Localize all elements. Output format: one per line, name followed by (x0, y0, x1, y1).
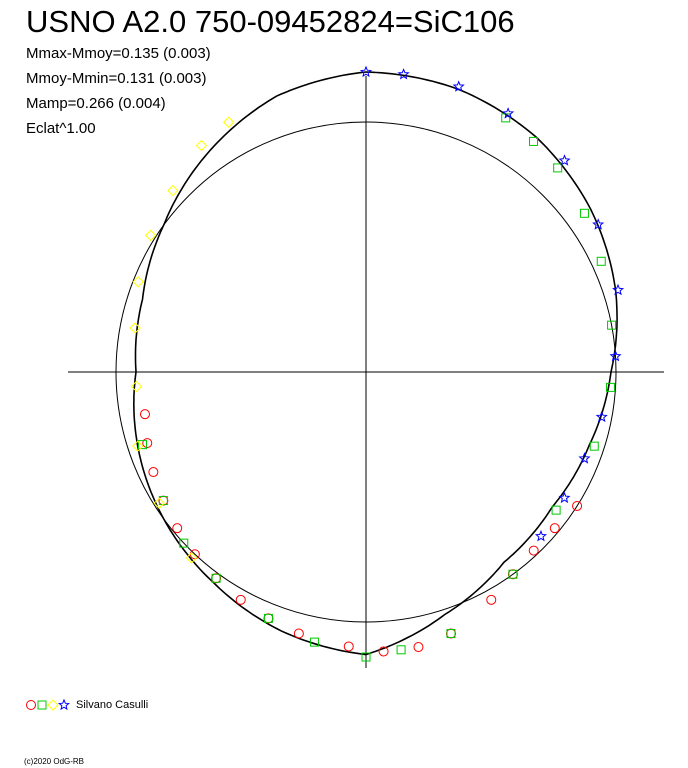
data-point-red-18 (139, 409, 150, 420)
data-point-yellow-0 (185, 552, 198, 564)
model-curve (132, 71, 618, 656)
data-point-green-8 (551, 505, 561, 515)
legend-marker-red (26, 700, 36, 710)
data-point-red-6 (413, 642, 424, 653)
data-point-yellow-1 (153, 497, 165, 509)
data-point-red-7 (378, 646, 389, 657)
legend-marker-green (37, 700, 47, 710)
data-point-green-14 (263, 613, 273, 623)
data-point-red-8 (343, 641, 354, 652)
data-point-yellow-7 (167, 184, 179, 197)
model-curve-layer (132, 71, 618, 656)
data-point-yellow-6 (144, 229, 157, 242)
data-point-red-1 (549, 523, 560, 534)
legend-markers (26, 698, 70, 711)
copyright-note: (c)2020 OdG-RB (24, 757, 85, 766)
data-point-green-2 (553, 163, 563, 173)
data-point-red-12 (211, 573, 222, 584)
data-point-blue-11 (534, 529, 547, 542)
reference-circle (115, 121, 617, 623)
series-green (138, 113, 617, 662)
data-point-green-1 (529, 136, 539, 146)
data-point-blue-7 (609, 349, 622, 362)
data-point-blue-10 (558, 491, 571, 504)
data-point-blue-1 (397, 68, 410, 80)
data-point-blue-6 (612, 283, 625, 296)
stat-eclat: Eclat^1.00 (26, 120, 96, 137)
data-marks-layer (129, 65, 625, 662)
data-point-red-14 (172, 523, 183, 534)
legend-marker-yellow (47, 699, 59, 711)
data-point-blue-9 (578, 452, 591, 464)
data-point-red-16 (148, 467, 159, 478)
data-point-green-3 (579, 208, 589, 218)
data-point-yellow-8 (195, 139, 208, 152)
legend-label: Silvano Casulli (76, 699, 149, 711)
data-point-blue-4 (558, 154, 571, 166)
data-point-green-7 (589, 441, 599, 451)
data-point-red-17 (142, 438, 153, 449)
data-point-red-0 (572, 500, 583, 511)
legend: Silvano Casulli (24, 697, 148, 713)
data-point-green-6 (606, 382, 616, 392)
series-blue (359, 65, 625, 542)
legend-marker-blue (57, 698, 70, 711)
series-red (139, 409, 583, 657)
data-point-red-11 (235, 594, 246, 605)
data-point-yellow-4 (129, 322, 141, 334)
data-point-blue-8 (595, 410, 608, 423)
stat-mmoy-mmin: Mmoy-Mmin=0.131 (0.003) (26, 70, 207, 87)
data-point-green-10 (446, 629, 456, 639)
series-yellow (129, 116, 235, 564)
data-point-yellow-2 (132, 440, 144, 452)
data-point-blue-5 (592, 218, 605, 230)
data-point-green-11 (396, 645, 406, 655)
plot-axes (68, 76, 664, 668)
data-point-red-9 (293, 628, 304, 639)
chart-title: USNO A2.0 750-09452824=SiC106 (26, 4, 515, 39)
data-point-red-4 (486, 594, 497, 605)
data-point-green-16 (179, 538, 189, 548)
data-point-blue-2 (452, 80, 465, 92)
data-point-red-2 (528, 545, 539, 556)
data-point-blue-3 (502, 107, 515, 119)
data-point-yellow-5 (132, 276, 144, 288)
data-point-green-15 (211, 573, 221, 583)
data-point-green-4 (596, 256, 606, 266)
data-point-yellow-3 (130, 380, 143, 393)
stat-mamp: Mamp=0.266 (0.004) (26, 95, 166, 112)
data-point-green-9 (508, 569, 518, 579)
data-point-yellow-9 (222, 116, 235, 128)
data-point-green-18 (138, 440, 148, 450)
data-point-green-12 (361, 652, 371, 662)
data-point-red-10 (263, 613, 274, 624)
data-point-blue-0 (359, 65, 373, 78)
stat-mmax-mmoy: Mmax-Mmoy=0.135 (0.003) (26, 45, 211, 62)
data-point-red-5 (445, 628, 456, 639)
data-point-green-13 (309, 637, 319, 647)
data-point-green-5 (607, 320, 617, 330)
